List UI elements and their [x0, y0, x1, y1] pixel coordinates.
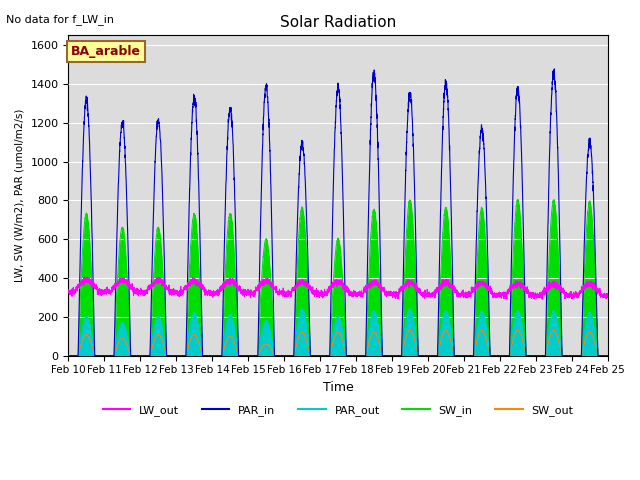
Y-axis label: LW, SW (W/m2), PAR (umol/m2/s): LW, SW (W/m2), PAR (umol/m2/s) [15, 109, 25, 282]
Legend: LW_out, PAR_in, PAR_out, SW_in, SW_out: LW_out, PAR_in, PAR_out, SW_in, SW_out [98, 401, 578, 420]
Text: BA_arable: BA_arable [71, 45, 141, 58]
Title: Solar Radiation: Solar Radiation [280, 15, 396, 30]
Text: No data for f_LW_in: No data for f_LW_in [6, 14, 115, 25]
X-axis label: Time: Time [323, 381, 353, 394]
